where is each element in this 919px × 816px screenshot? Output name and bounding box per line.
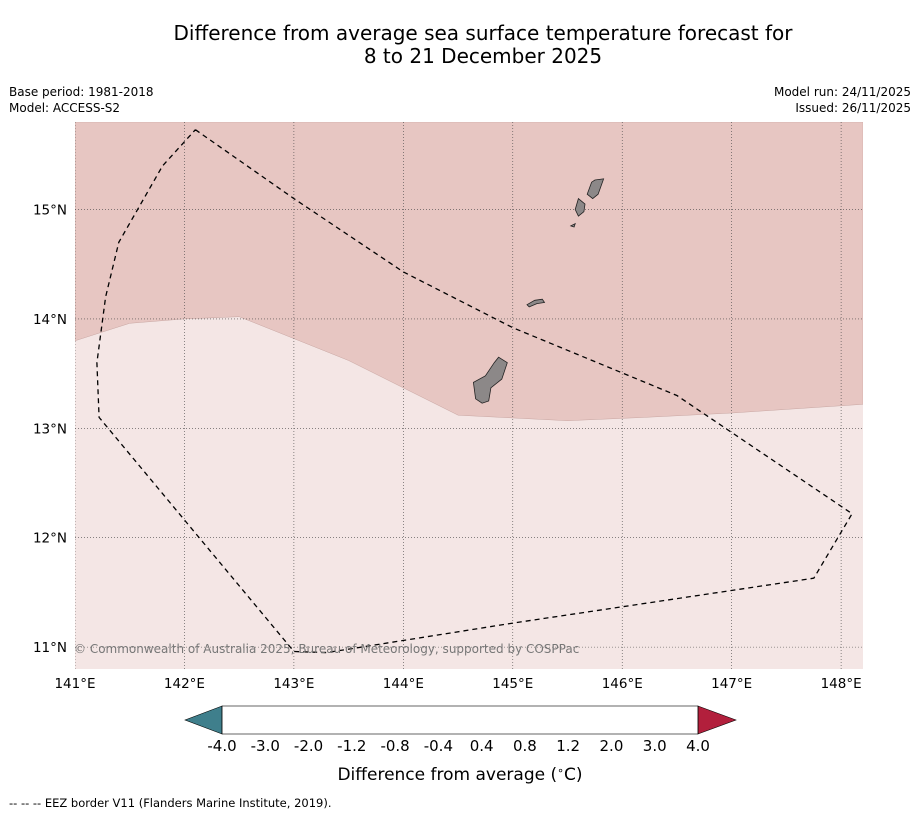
colorbar: -4.0 -3.0 -2.0 -1.2 -0.8 -0.4 0.4 0.8 1.2 2.0 3.0 4… (184, 705, 737, 785)
degree-symbol: ∘ (557, 764, 564, 777)
sst-map: © Commonwealth of Australia 2025, Bureau… (33, 122, 863, 785)
colorbar-title: Difference from average (∘C) (337, 764, 582, 785)
lat-label-15: 15°N (33, 203, 67, 219)
colorbar-label-11: 4.0 (686, 737, 710, 755)
colorbar-label-5: -0.4 (424, 737, 453, 755)
copyright-text: © Commonwealth of Australia 2025, Bureau… (74, 642, 579, 656)
colorbar-title-prefix: Difference from average ( (337, 765, 557, 785)
islands (472, 178, 605, 404)
issued-date: Issued: 26/11/2025 (795, 101, 911, 115)
colorbar-label-6: 0.4 (470, 737, 494, 755)
colorbar-label-9: 2.0 (600, 737, 624, 755)
chart-title-line1: Difference from average sea surface temp… (173, 21, 793, 45)
lat-tick-labels: 15°N 14°N 13°N 12°N 11°N (33, 203, 67, 657)
colorbar-frame (221, 705, 699, 735)
island-aguijan (569, 222, 576, 228)
meta-left: Base period: 1981-2018 Model: ACCESS-S2 (9, 84, 154, 116)
island-rota (526, 298, 546, 308)
model-name: Model: ACCESS-S2 (9, 101, 121, 115)
eez-border (96, 129, 853, 654)
island-saipan (586, 178, 605, 200)
lon-label-142: 142°E (164, 676, 205, 692)
colorbar-label-1: -3.0 (251, 737, 280, 755)
colorbar-over-arrow (697, 705, 737, 735)
colorbar-label-3: -1.2 (337, 737, 366, 755)
colorbar-label-8: 1.2 (556, 737, 580, 755)
lon-label-146: 146°E (602, 676, 643, 692)
lon-label-148: 148°E (821, 676, 862, 692)
colorbar-label-7: 0.8 (513, 737, 537, 755)
model-run: Model run: 24/11/2025 (773, 85, 911, 99)
lon-label-144: 144°E (383, 676, 424, 692)
lat-label-13: 13°N (33, 421, 67, 437)
gridlines (75, 122, 863, 669)
base-period: Base period: 1981-2018 (9, 85, 154, 99)
colorbar-label-4: -0.8 (380, 737, 409, 755)
colorbar-label-0: -4.0 (207, 737, 236, 755)
colorbar-label-10: 3.0 (643, 737, 667, 755)
lat-label-11: 11°N (33, 640, 67, 656)
colorbar-under-arrow (184, 705, 223, 735)
lat-label-14: 14°N (33, 312, 67, 328)
colorbar-labels: -4.0 -3.0 -2.0 -1.2 -0.8 -0.4 0.4 0.8 1.2 2.0 3.0 4… (207, 737, 710, 755)
chart-title: Difference from average sea surface temp… (0, 22, 919, 68)
lon-label-141: 141°E (54, 676, 95, 692)
colorbar-label-2: -2.0 (294, 737, 323, 755)
region-0.8-1.2 (75, 122, 863, 421)
meta-right: Model run: 24/11/2025 Issued: 26/11/2025 (774, 84, 911, 116)
lat-label-12: 12°N (33, 531, 67, 547)
lon-label-143: 143°E (273, 676, 314, 692)
island-tinian (574, 197, 586, 217)
island-guam (472, 356, 508, 404)
lon-label-147: 147°E (711, 676, 752, 692)
colorbar-title-suffix: C) (564, 765, 583, 785)
chart-title-line2: 8 to 21 December 2025 (363, 44, 603, 68)
eez-legend-note: -- -- -- EEZ border V11 (Flanders Marine… (9, 796, 332, 810)
lon-label-145: 145°E (492, 676, 533, 692)
lon-tick-labels: 141°E 142°E 143°E 144°E 145°E 146°E 147°E 148°E (54, 676, 861, 692)
